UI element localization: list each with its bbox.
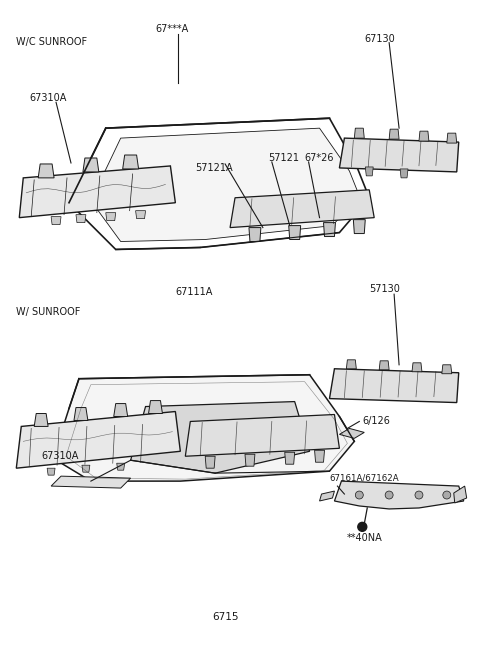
- Polygon shape: [38, 164, 54, 178]
- Polygon shape: [205, 456, 215, 468]
- Text: 67130: 67130: [364, 34, 395, 43]
- Text: 57121A: 57121A: [195, 163, 233, 173]
- Text: 67161A/67162A: 67161A/67162A: [329, 474, 399, 483]
- Polygon shape: [114, 403, 128, 417]
- Polygon shape: [91, 128, 360, 242]
- Polygon shape: [230, 190, 374, 227]
- Circle shape: [385, 491, 393, 499]
- Polygon shape: [16, 411, 180, 468]
- Polygon shape: [249, 227, 261, 242]
- Circle shape: [358, 522, 367, 532]
- Polygon shape: [347, 360, 356, 369]
- Polygon shape: [419, 131, 429, 141]
- Polygon shape: [131, 401, 310, 473]
- Text: W/C SUNROOF: W/C SUNROOF: [16, 37, 87, 47]
- Polygon shape: [51, 476, 131, 488]
- Text: 6/126: 6/126: [362, 417, 390, 426]
- Polygon shape: [314, 450, 324, 463]
- Text: 6715: 6715: [212, 612, 239, 622]
- Polygon shape: [51, 217, 61, 225]
- Text: 67310A: 67310A: [41, 451, 79, 461]
- Polygon shape: [74, 407, 88, 420]
- Text: 67111A: 67111A: [175, 287, 213, 297]
- Circle shape: [415, 491, 423, 499]
- Text: 67***A: 67***A: [156, 24, 189, 34]
- Text: **40NA: **40NA: [347, 533, 382, 543]
- Polygon shape: [447, 133, 457, 143]
- Polygon shape: [123, 155, 139, 169]
- Polygon shape: [353, 219, 365, 233]
- Text: 57130: 57130: [369, 284, 400, 294]
- Polygon shape: [339, 138, 459, 172]
- Text: 67310A: 67310A: [29, 93, 67, 103]
- Polygon shape: [329, 369, 459, 403]
- Text: 67*26: 67*26: [305, 153, 334, 163]
- Polygon shape: [106, 213, 116, 221]
- Polygon shape: [339, 428, 364, 438]
- Polygon shape: [148, 401, 162, 413]
- Polygon shape: [285, 452, 295, 464]
- Polygon shape: [19, 166, 175, 217]
- Polygon shape: [442, 365, 452, 374]
- Polygon shape: [335, 481, 464, 509]
- Polygon shape: [83, 158, 99, 172]
- Polygon shape: [379, 361, 389, 370]
- Polygon shape: [245, 454, 255, 466]
- Polygon shape: [412, 363, 422, 372]
- Circle shape: [443, 491, 451, 499]
- Polygon shape: [454, 486, 467, 503]
- Polygon shape: [324, 223, 336, 237]
- Circle shape: [355, 491, 363, 499]
- Text: 57121: 57121: [268, 153, 299, 163]
- Polygon shape: [76, 215, 86, 223]
- Polygon shape: [320, 491, 335, 501]
- Polygon shape: [400, 169, 408, 178]
- Polygon shape: [354, 128, 364, 138]
- Polygon shape: [47, 468, 55, 475]
- Polygon shape: [136, 211, 145, 219]
- Polygon shape: [288, 225, 300, 240]
- Polygon shape: [82, 465, 90, 472]
- Text: W/ SUNROOF: W/ SUNROOF: [16, 307, 81, 317]
- Polygon shape: [185, 415, 339, 456]
- Polygon shape: [34, 413, 48, 426]
- Polygon shape: [365, 167, 373, 176]
- Polygon shape: [117, 463, 125, 470]
- Polygon shape: [53, 374, 354, 481]
- Polygon shape: [389, 129, 399, 139]
